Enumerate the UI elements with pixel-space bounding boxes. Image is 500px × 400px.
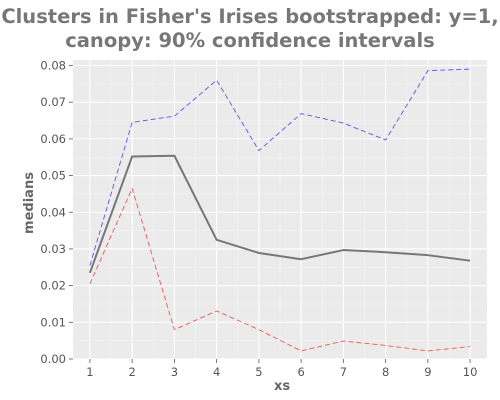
- x-tick-label: 2: [128, 365, 135, 379]
- y-tick-label: 0.07: [40, 95, 66, 109]
- y-tick-label: 0.03: [40, 242, 66, 256]
- chart-title-line-2: canopy: 90% confidence intervals: [65, 29, 435, 52]
- x-tick-label: 7: [340, 365, 347, 379]
- series-line-1: [88, 154, 471, 274]
- y-axis-label: medians: [22, 172, 37, 234]
- grid-major: [73, 60, 487, 360]
- grid-minor: [73, 60, 487, 359]
- x-tick-label: 3: [171, 365, 178, 379]
- y-tick-label: 0.04: [40, 205, 66, 219]
- x-axis-label: xs: [274, 379, 290, 394]
- series-layer: [88, 68, 471, 352]
- y-tick-label: 0.01: [40, 315, 66, 329]
- y-tick-label: 0.00: [40, 352, 66, 366]
- y-tick-label: 0.06: [40, 132, 66, 146]
- chart-title-line-1: Clusters in Fisher's Irises bootstrapped…: [1, 5, 498, 28]
- series-line-2: [89, 68, 471, 266]
- x-tick-label: 8: [382, 365, 389, 379]
- y-tick-label: 0.02: [40, 279, 66, 293]
- y-ticks: 0.00 0.01 0.02 0.03 0.04 0.05 0.06 0.07 0.08: [40, 59, 73, 366]
- x-ticks: 1 2 3 4 5 6 7 8 9 10: [86, 359, 477, 379]
- x-tick-label: 4: [213, 365, 220, 379]
- y-tick-label: 0.05: [40, 169, 66, 183]
- x-tick-label: 10: [463, 365, 478, 379]
- y-tick-label: 0.08: [40, 59, 66, 73]
- x-tick-label: 5: [255, 365, 262, 379]
- x-tick-label: 1: [86, 365, 93, 379]
- x-tick-label: 6: [297, 365, 304, 379]
- series-line-3: [89, 187, 471, 352]
- x-tick-label: 9: [424, 365, 431, 379]
